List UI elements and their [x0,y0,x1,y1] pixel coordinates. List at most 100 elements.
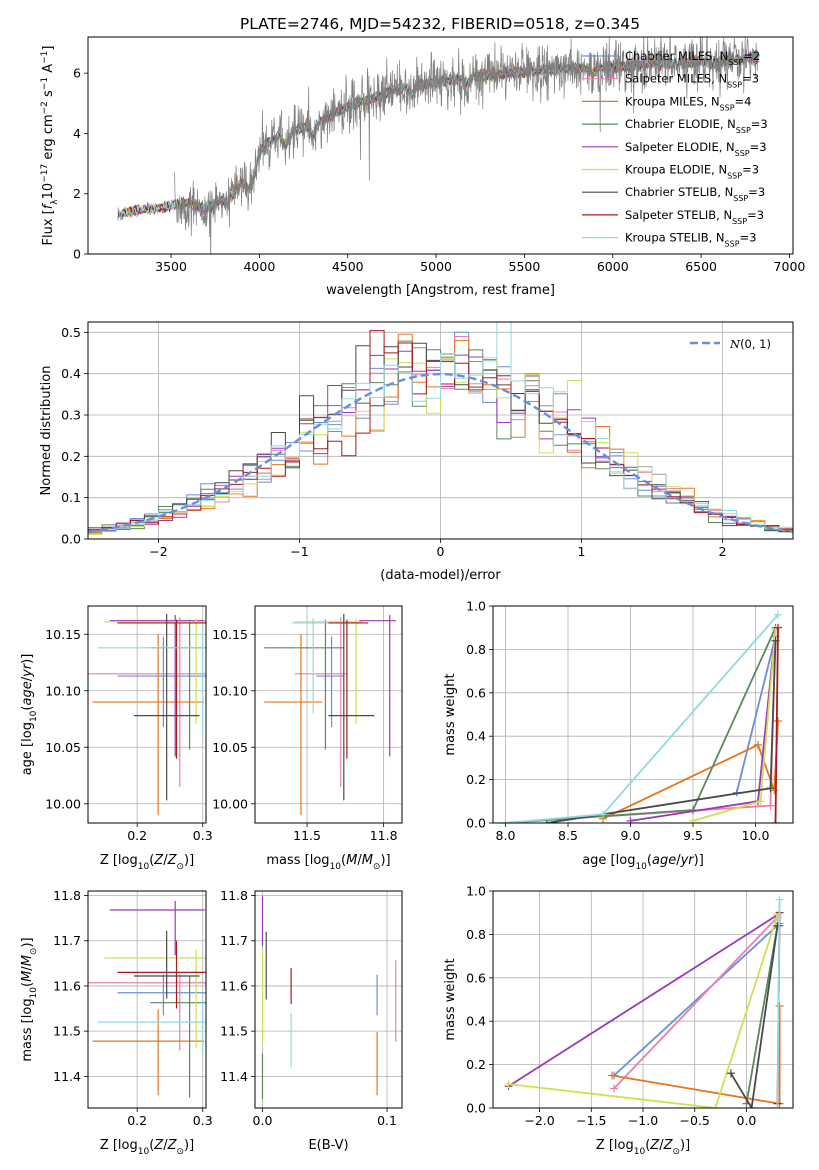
label-part: ( [149,1138,154,1153]
weight-point-kroupa_elodie [504,1080,513,1089]
weight-point-kroupa_stelib [774,610,782,619]
weight-point-kroupa_elodie [711,1104,720,1108]
label-part: 10 [330,862,342,872]
weight-point-kroupa_elodie [689,816,697,823]
legend-label: Chabrier STELIB, NSSP=3 [625,185,765,203]
y-tick-label: 11.5 [220,1024,248,1039]
axes-mass_vs_ebv: 0.0 0.1 11.4 11.5 11.6 11.7 11.8 E(B-V) [220,888,403,1153]
x-axis-label: Z [log10(Z/Z⊙)] [596,1138,690,1157]
y-tick-label: 6 [73,66,81,81]
legend-label-part: Chabrier MILES, N [625,49,728,63]
label-part: λ [50,199,60,205]
legend-label-part: =4 [735,94,752,108]
weight-point-kroupa_miles [607,1071,616,1080]
legend-label-part: =3 [751,117,768,131]
weight-line-salpeter_elodie [508,914,778,1088]
y-tick-label: 11.5 [53,1024,81,1039]
legend-label-part: =3 [742,72,759,86]
weight-line-chabrier_miles [735,636,777,793]
label-part: / [20,966,35,971]
label-part: / [20,676,35,681]
x-tick-label: 4000 [243,259,275,274]
label-part: 10 [138,862,150,872]
x-tick-label: 11.8 [370,828,398,843]
x-tick-label: 8.0 [496,828,516,843]
label-part: erg cm [41,114,56,163]
plot-area-weight_vs_Z [504,895,784,1108]
x-tick-label: 0.3 [193,1113,213,1128]
y-tick-label: 10.10 [45,683,81,698]
x-tick-label: 6500 [685,259,717,274]
x-tick-label: 0.2 [127,1113,147,1128]
axes-frame [254,605,403,824]
observed-spectrum [174,37,759,254]
label-part: ] [41,46,56,51]
y-tick-label: 0.4 [466,1014,486,1029]
label-part: s [41,90,56,101]
legend-label-part: Chabrier STELIB, N [625,185,733,199]
y-tick-label: 0 [73,247,81,262]
legend-label: N(0, 1) [729,337,771,351]
x-tick-label: 9.0 [621,828,641,843]
y-tick-label: 11.6 [220,978,248,993]
legend-label-part: Kroupa ELODIE, N [625,163,727,177]
weight-point-salpeter_stelib [774,623,782,632]
x-tick-label: −1.0 [628,1113,658,1128]
axes-frame [492,890,794,1109]
y-tick-label: 0.0 [466,816,486,831]
y-tick-label: 11.6 [53,978,81,993]
axes-frame [87,605,207,824]
label-part: 10 [635,862,647,872]
label-part: ( [20,706,35,711]
weight-line-salpeter_miles [602,629,777,818]
label-part: age [20,681,35,705]
label-part: Z [log [100,853,138,868]
y-tick-label: 10.15 [45,627,81,642]
label-part: 10 [29,987,39,999]
legend-label-sub: SSP [727,171,742,180]
label-part: −1 [40,51,50,64]
label-part: Flux [ [41,209,56,245]
weight-line-chabrier_stelib [730,925,779,1108]
weight-point-kroupa_stelib [773,1104,782,1108]
label-part: age [log [20,722,35,775]
weight-point-salpeter_miles [766,801,775,810]
label-part: Z [167,853,178,868]
legend-label: Kroupa MILES, NSSP=4 [625,94,751,112]
label-part: mass [log [20,998,35,1061]
plot-area-age_vs_mass [264,613,396,816]
label-part: / [357,853,362,868]
x-tick-label: 6000 [597,259,629,274]
y-tick-label: 0.8 [466,642,486,657]
y-tick-label: 0.0 [466,1101,486,1116]
y-axis-label: mass weight [443,673,458,755]
x-tick-label: 8.5 [558,828,578,843]
x-tick-label: −1 [290,544,308,559]
legend-label: Kroupa ELODIE, NSSP=3 [625,163,759,181]
weight-line-chabrier_stelib [546,640,777,823]
legend-label-sub: SSP [720,103,735,112]
y-tick-label: 2 [73,186,81,201]
y-tick-label: 11.4 [220,1069,248,1084]
y-tick-label: 10.10 [212,683,248,698]
label-part: Z [663,1138,674,1153]
x-tick-label: 3500 [155,259,187,274]
weight-point-chabrier_stelib [766,784,775,793]
legend-label: Chabrier ELODIE, NSSP=3 [625,117,768,135]
label-part: M [362,853,373,868]
label-part: E(B-V) [308,1138,348,1153]
y-tick-label: 0.4 [466,729,486,744]
label-part: f [41,202,56,209]
y-tick-label: 0.2 [466,772,486,787]
y-tick-label: 11.8 [53,888,81,903]
axes-age_vs_mass: 11.5 11.8 10.00 10.05 10.10 10.15 mass [log10(… [212,605,403,872]
x-tick-label: 0.0 [253,1113,273,1128]
label-part: / [676,853,681,868]
legend-label-part: =3 [748,185,765,199]
residual-histogram-kroupa_stelib [88,322,793,533]
label-part: Z [167,1138,178,1153]
y-tick-label: 0.6 [466,685,486,700]
label-part: ⊙ [373,862,381,872]
label-part: Z [153,1138,164,1153]
